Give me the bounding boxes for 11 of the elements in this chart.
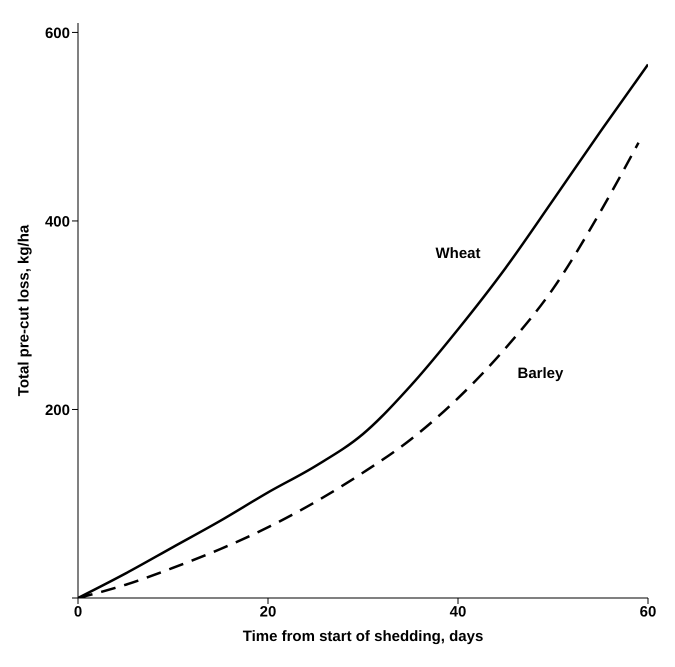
y-tick-label: 200 (44, 402, 70, 419)
y-tick-label: 400 (44, 213, 70, 230)
x-tick-label: 20 (260, 604, 276, 621)
x-tick-label: 40 (450, 604, 466, 621)
y-axis-title: Total pre-cut loss, kg/ha (15, 224, 32, 396)
series-label: Barley (518, 365, 564, 382)
y-tick-label: 600 (44, 24, 70, 42)
x-tick-label: 60 (640, 604, 656, 621)
x-axis-title: Time from start of shedding, days (242, 628, 484, 645)
series-label: Wheat (436, 245, 481, 262)
x-tick-label: 0 (74, 604, 82, 621)
